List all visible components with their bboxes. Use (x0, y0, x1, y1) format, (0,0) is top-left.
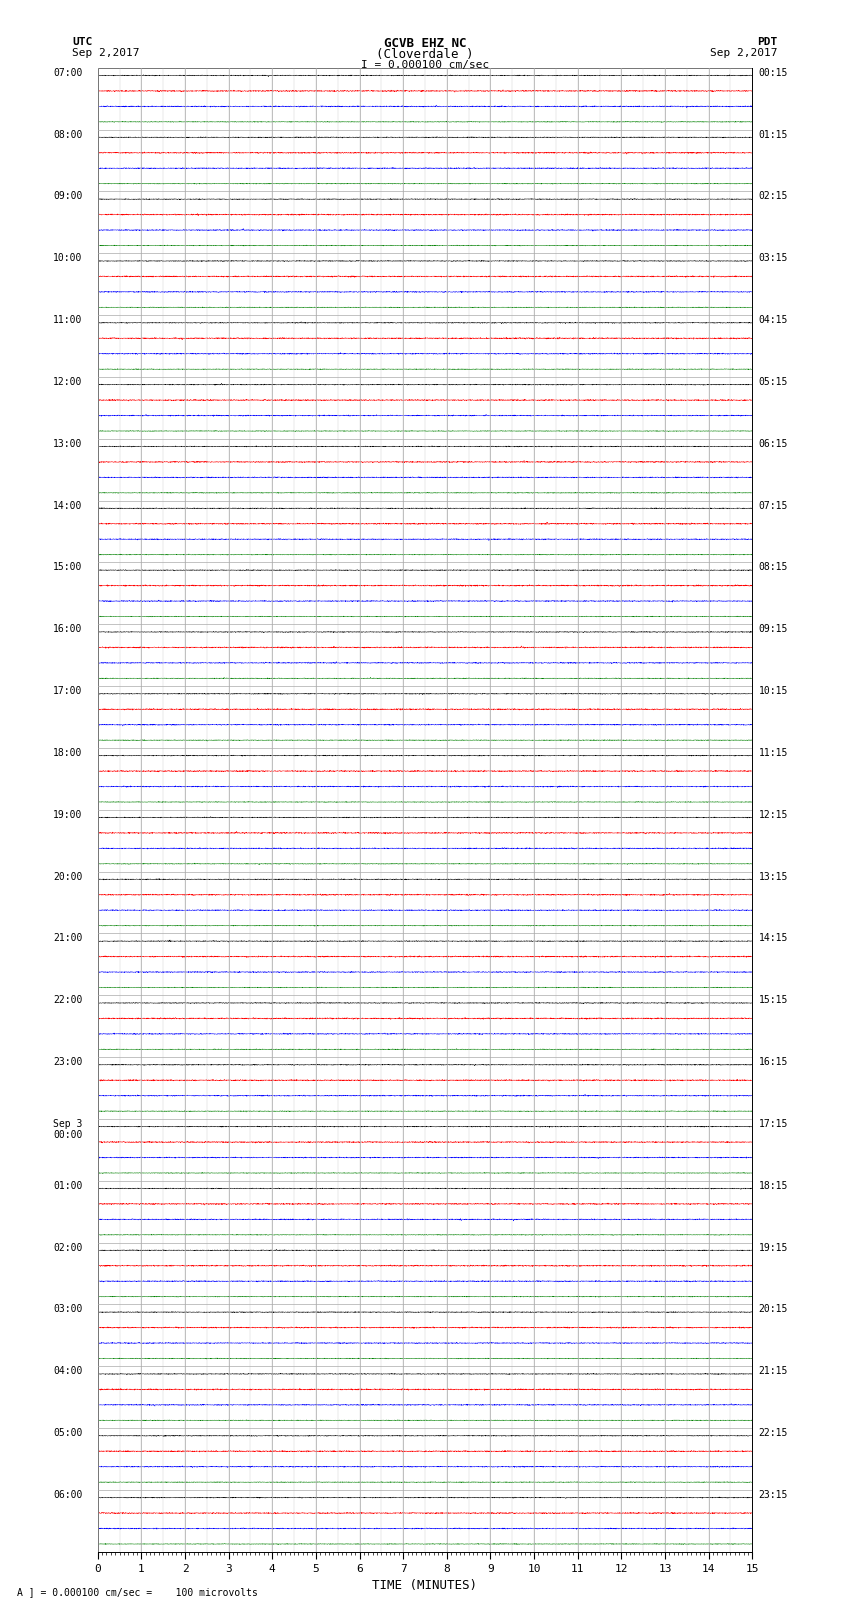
Text: 03:15: 03:15 (759, 253, 788, 263)
Text: 08:00: 08:00 (53, 129, 82, 140)
Text: 12:00: 12:00 (53, 377, 82, 387)
Text: 16:00: 16:00 (53, 624, 82, 634)
Text: 02:15: 02:15 (759, 192, 788, 202)
X-axis label: TIME (MINUTES): TIME (MINUTES) (372, 1579, 478, 1592)
Text: 21:00: 21:00 (53, 934, 82, 944)
Text: 22:00: 22:00 (53, 995, 82, 1005)
Text: 18:00: 18:00 (53, 748, 82, 758)
Text: UTC: UTC (72, 37, 93, 47)
Text: 13:00: 13:00 (53, 439, 82, 448)
Text: 17:15: 17:15 (759, 1119, 788, 1129)
Text: 10:15: 10:15 (759, 686, 788, 697)
Text: (Cloverdale ): (Cloverdale ) (377, 48, 473, 61)
Text: Sep 3
00:00: Sep 3 00:00 (53, 1119, 82, 1140)
Text: 09:15: 09:15 (759, 624, 788, 634)
Text: 13:15: 13:15 (759, 871, 788, 882)
Text: 22:15: 22:15 (759, 1428, 788, 1439)
Text: 05:00: 05:00 (53, 1428, 82, 1439)
Text: 14:15: 14:15 (759, 934, 788, 944)
Text: 07:00: 07:00 (53, 68, 82, 77)
Text: 00:15: 00:15 (759, 68, 788, 77)
Text: 20:15: 20:15 (759, 1305, 788, 1315)
Text: I = 0.000100 cm/sec: I = 0.000100 cm/sec (361, 60, 489, 69)
Text: 20:00: 20:00 (53, 871, 82, 882)
Text: 15:00: 15:00 (53, 563, 82, 573)
Text: 06:15: 06:15 (759, 439, 788, 448)
Text: 16:15: 16:15 (759, 1057, 788, 1068)
Text: 18:15: 18:15 (759, 1181, 788, 1190)
Text: 21:15: 21:15 (759, 1366, 788, 1376)
Text: 11:15: 11:15 (759, 748, 788, 758)
Text: 01:00: 01:00 (53, 1181, 82, 1190)
Text: 23:15: 23:15 (759, 1490, 788, 1500)
Text: 23:00: 23:00 (53, 1057, 82, 1068)
Text: 07:15: 07:15 (759, 500, 788, 511)
Text: 03:00: 03:00 (53, 1305, 82, 1315)
Text: 08:15: 08:15 (759, 563, 788, 573)
Text: 14:00: 14:00 (53, 500, 82, 511)
Text: 17:00: 17:00 (53, 686, 82, 697)
Text: 04:15: 04:15 (759, 315, 788, 326)
Text: PDT: PDT (757, 37, 778, 47)
Text: 09:00: 09:00 (53, 192, 82, 202)
Text: 12:15: 12:15 (759, 810, 788, 819)
Text: Sep 2,2017: Sep 2,2017 (711, 48, 778, 58)
Text: 15:15: 15:15 (759, 995, 788, 1005)
Text: 19:15: 19:15 (759, 1242, 788, 1253)
Text: 01:15: 01:15 (759, 129, 788, 140)
Text: GCVB EHZ NC: GCVB EHZ NC (383, 37, 467, 50)
Text: 06:00: 06:00 (53, 1490, 82, 1500)
Text: 11:00: 11:00 (53, 315, 82, 326)
Text: 10:00: 10:00 (53, 253, 82, 263)
Text: A ] = 0.000100 cm/sec =    100 microvolts: A ] = 0.000100 cm/sec = 100 microvolts (17, 1587, 258, 1597)
Text: 19:00: 19:00 (53, 810, 82, 819)
Text: Sep 2,2017: Sep 2,2017 (72, 48, 139, 58)
Text: 04:00: 04:00 (53, 1366, 82, 1376)
Text: 05:15: 05:15 (759, 377, 788, 387)
Text: 02:00: 02:00 (53, 1242, 82, 1253)
